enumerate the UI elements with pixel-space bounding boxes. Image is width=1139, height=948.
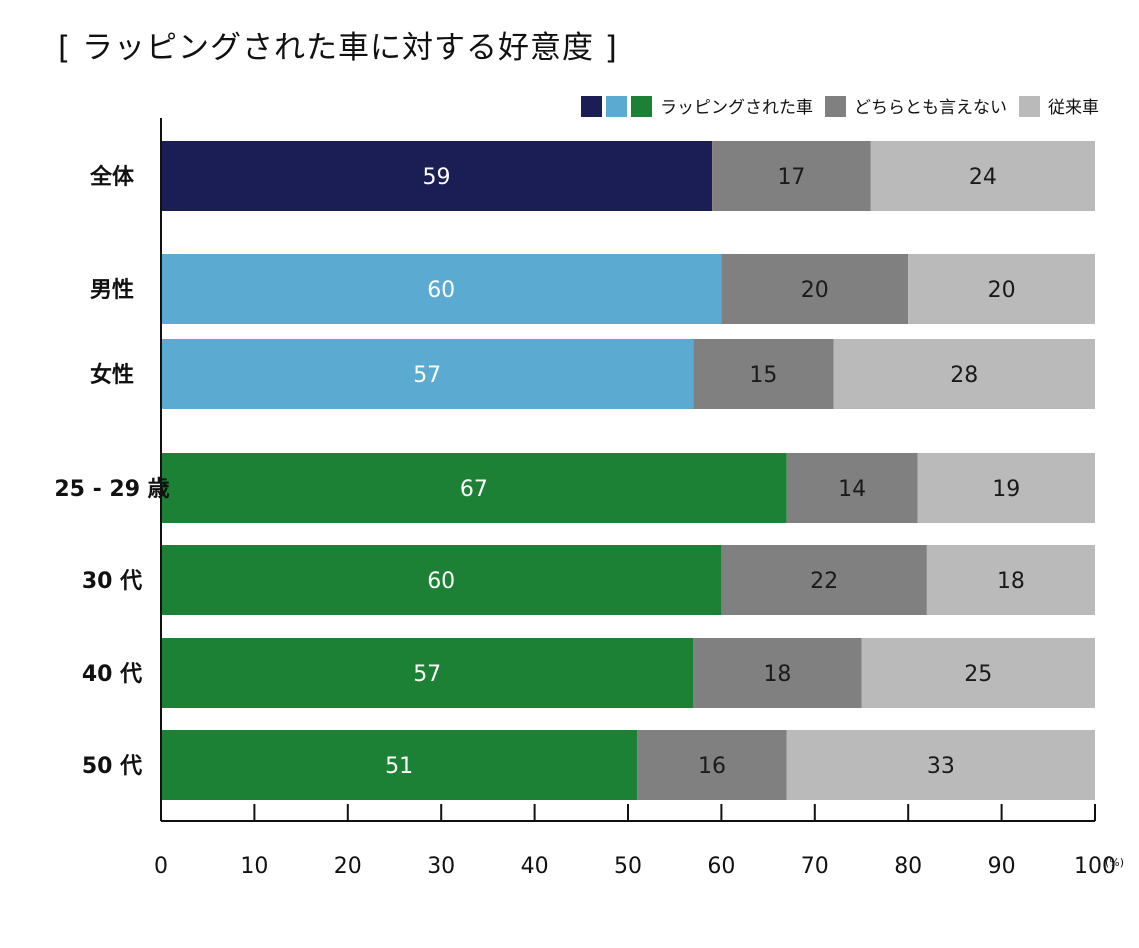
- x-tick-label-80: 80: [894, 854, 922, 879]
- x-tick-label-70: 70: [801, 854, 829, 879]
- data-label-row1-series0: 60: [427, 278, 455, 303]
- data-label-row2-series2: 28: [950, 363, 978, 388]
- bar-segment-row0-series2: [870, 141, 1095, 211]
- bar-segment-row0-series0: [161, 141, 713, 211]
- data-label-row1-series1: 20: [801, 278, 829, 303]
- x-tick-label-90: 90: [988, 854, 1016, 879]
- bar-segment-row5-series1: [693, 638, 862, 708]
- bar-segment-row2-series0: [161, 339, 694, 409]
- x-tick-label-60: 60: [707, 854, 735, 879]
- category-label-row4: 30 代: [82, 569, 142, 594]
- bar-segment-row0-series1: [712, 141, 871, 211]
- bar-segment-row2-series2: [833, 339, 1095, 409]
- chart-title: [ ラッピングされた車に対する好意度 ]: [58, 30, 618, 66]
- category-label-row1: 男性: [90, 278, 134, 303]
- bar-segment-row1-series1: [721, 254, 909, 324]
- x-tick-label-10: 10: [240, 854, 268, 879]
- data-label-row3-series1: 14: [838, 477, 866, 502]
- bar-segment-row1-series2: [908, 254, 1095, 324]
- data-label-row2-series0: 57: [413, 363, 441, 388]
- data-label-row5-series2: 25: [964, 662, 992, 687]
- bar-segment-row3-series1: [786, 453, 918, 523]
- data-label-row1-series2: 20: [988, 278, 1016, 303]
- bar-segment-row6-series1: [637, 730, 787, 800]
- bar-segment-row5-series2: [861, 638, 1095, 708]
- data-label-row0-series0: 59: [423, 165, 451, 190]
- bar-segment-row1-series0: [161, 254, 722, 324]
- legend-label-0: ラッピングされた車: [660, 98, 813, 118]
- bar-segment-row6-series0: [161, 730, 638, 800]
- bar-segment-row2-series1: [693, 339, 834, 409]
- legend-swatch-2-0: [1019, 96, 1040, 117]
- bar-segment-row3-series2: [917, 453, 1095, 523]
- x-tick-label-40: 40: [521, 854, 549, 879]
- category-label-row2: 女性: [90, 362, 134, 388]
- bar-segment-row6-series2: [786, 730, 1095, 800]
- data-label-row6-series1: 16: [698, 754, 726, 779]
- category-label-row5: 40 代: [82, 662, 142, 687]
- bar-segment-row4-series0: [161, 545, 722, 615]
- x-tick-label-30: 30: [427, 854, 455, 879]
- data-label-row4-series0: 60: [427, 569, 455, 594]
- legend-swatch-1-0: [825, 96, 846, 117]
- category-label-row6: 50 代: [82, 754, 142, 779]
- category-label-row0: 全体: [89, 164, 135, 190]
- category-label-row3: 25 - 29 歳: [54, 477, 169, 502]
- legend-label-1: どちらとも言えない: [854, 98, 1007, 118]
- data-label-row5-series0: 57: [413, 662, 441, 687]
- data-label-row3-series2: 19: [992, 477, 1020, 502]
- data-label-row4-series2: 18: [997, 569, 1025, 594]
- data-label-row6-series2: 33: [927, 754, 955, 779]
- data-label-row0-series1: 17: [777, 165, 805, 190]
- data-label-row5-series1: 18: [763, 662, 791, 687]
- data-label-row4-series1: 22: [810, 569, 838, 594]
- x-axis-unit: (%): [1105, 856, 1124, 869]
- data-label-row3-series0: 67: [460, 477, 488, 502]
- chart-legend: ラッピングされた車 どちらとも言えない 従来車: [581, 96, 1099, 118]
- legend-label-2: 従来車: [1048, 98, 1099, 118]
- legend-swatch-0-2: [631, 96, 652, 117]
- legend-swatch-0-1: [606, 96, 627, 117]
- legend-swatch-0-0: [581, 96, 602, 117]
- bar-segment-row3-series0: [161, 453, 787, 523]
- bar-segment-row4-series1: [721, 545, 927, 615]
- data-label-row2-series1: 15: [749, 363, 777, 388]
- data-label-row6-series0: 51: [385, 754, 413, 779]
- bar-segment-row5-series0: [161, 638, 694, 708]
- bars: 59 17 24 60 20 20 57 15 28 67 14 19 60 22 18 57 18 25 51 16…: [161, 141, 1095, 800]
- data-label-row0-series2: 24: [969, 165, 997, 190]
- x-tick-label-100: 100: [1074, 854, 1116, 879]
- x-tick-label-0: 0: [154, 854, 168, 879]
- x-tick-label-50: 50: [614, 854, 642, 879]
- x-tick-label-20: 20: [334, 854, 362, 879]
- bar-segment-row4-series2: [926, 545, 1095, 615]
